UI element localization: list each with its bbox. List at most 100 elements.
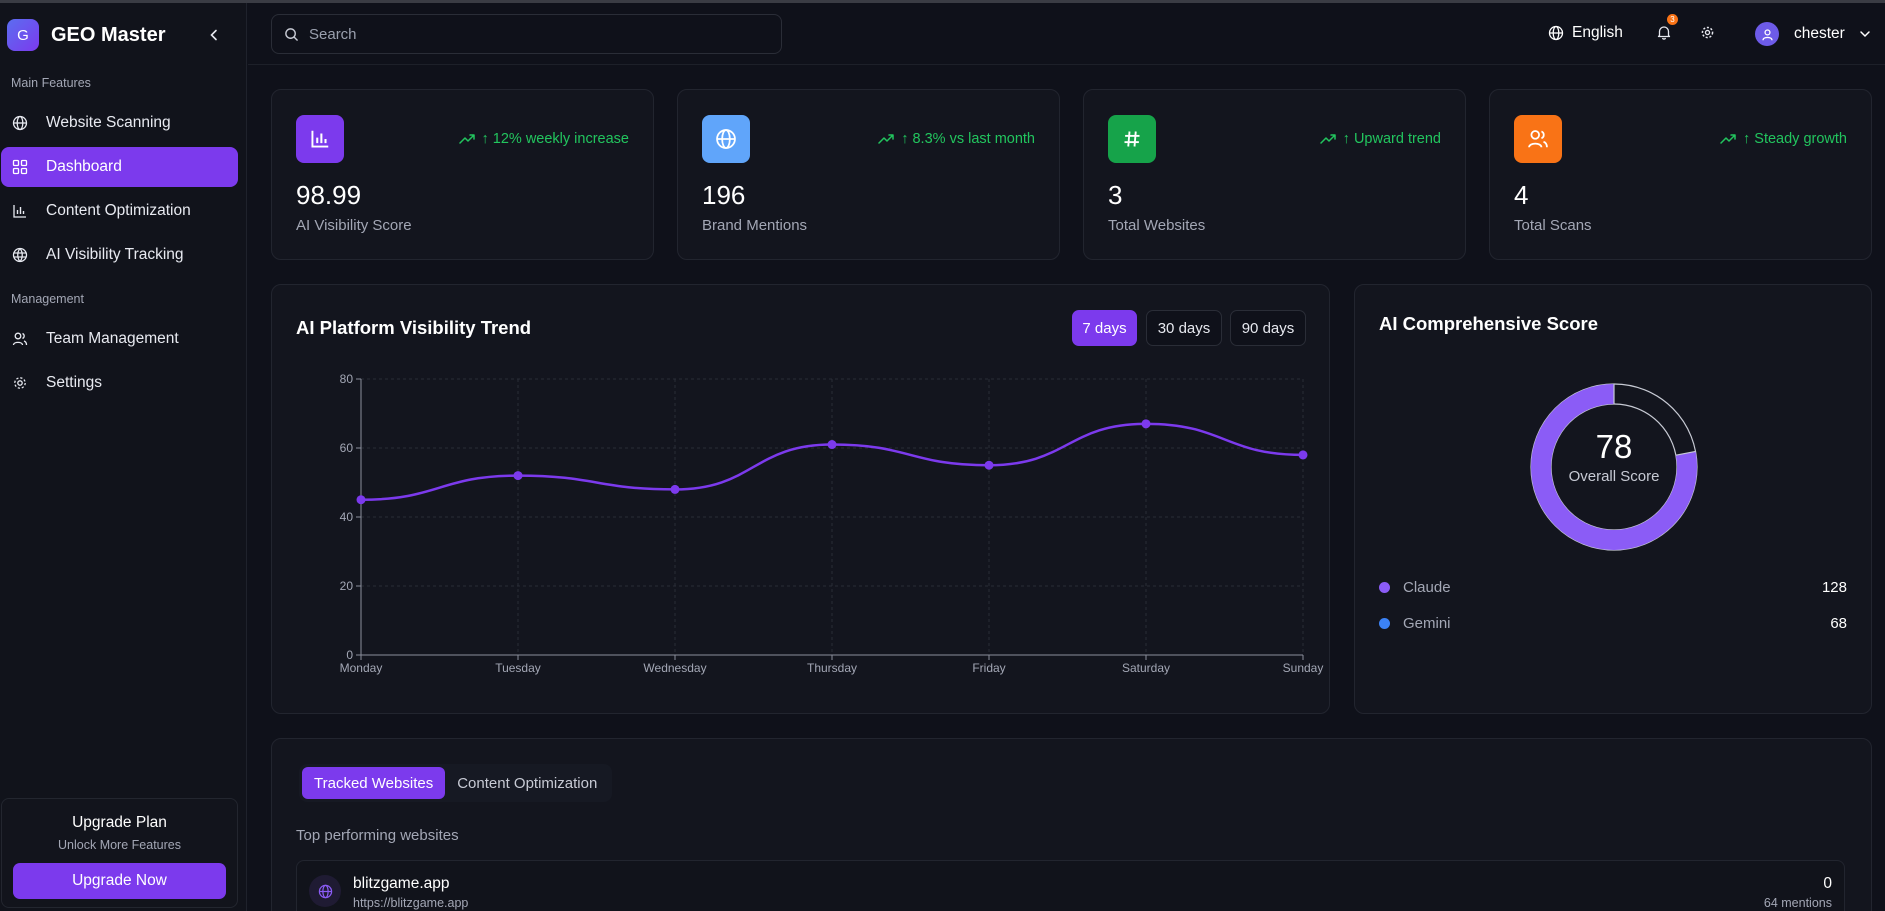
user-menu[interactable]: chester [1755, 22, 1871, 46]
collapse-sidebar-button[interactable] [204, 25, 224, 45]
x-tick-label: Friday [972, 661, 1005, 675]
legend-name: Gemini [1403, 615, 1451, 632]
sidebar-item-label: AI Visibility Tracking [46, 246, 184, 263]
brand-logo: G [7, 19, 39, 51]
globe-icon [318, 884, 332, 898]
site-url: https://blitzgame.app [353, 896, 469, 910]
upgrade-plan-panel: Upgrade Plan Unlock More Features Upgrad… [1, 798, 238, 908]
app-title: GEO Master [51, 23, 166, 46]
list-item[interactable]: blitzgame.app https://blitzgame.app 0 64… [296, 860, 1845, 911]
trending-up-icon [1319, 134, 1336, 144]
x-tick-label: Tuesday [495, 661, 541, 675]
range-30-days-button[interactable]: 30 days [1146, 310, 1222, 346]
data-point [670, 484, 680, 494]
bell-icon [1657, 26, 1671, 40]
user-name: chester [1794, 25, 1845, 42]
data-point [827, 440, 837, 450]
tab-tracked-websites[interactable]: Tracked Websites [302, 767, 446, 799]
tab-content-optimization[interactable]: Content Optimization [457, 774, 598, 792]
window-top-border [0, 0, 1885, 3]
stat-value: 3 [1108, 180, 1123, 210]
language-label: English [1572, 24, 1623, 41]
legend-value: 128 [1821, 579, 1847, 596]
nav-section-management: Management [11, 292, 84, 306]
range-7-days-button[interactable]: 7 days [1072, 310, 1137, 346]
gear-icon [14, 377, 26, 389]
globe-grid-icon [12, 247, 28, 263]
sidebar-item-settings[interactable]: Settings [1, 363, 238, 403]
legend-dot [1379, 618, 1390, 629]
legend-item-gemini: Gemini 68 [1379, 615, 1847, 632]
stat-label: AI Visibility Score [296, 217, 412, 234]
stat-trend-text: ↑ 12% weekly increase [481, 131, 630, 147]
stat-card-total-scans: ↑ Steady growth 4 Total Scans [1489, 89, 1872, 260]
users-icon [1528, 130, 1548, 148]
stat-trend: ↑ 12% weekly increase [458, 131, 630, 147]
stat-trend: ↑ Upward trend [1319, 131, 1441, 147]
upgrade-now-button[interactable]: Upgrade Now [13, 863, 226, 899]
stat-trend-text: ↑ Steady growth [1743, 131, 1847, 147]
trending-up-icon [458, 134, 475, 144]
stat-card-ai-visibility-score: ↑ 12% weekly increase 98.99 AI Visibilit… [271, 89, 654, 260]
gear-icon [1701, 26, 1714, 39]
stat-icon-box [1108, 115, 1156, 163]
user-icon [1761, 28, 1773, 40]
donut-separator [1675, 450, 1696, 456]
settings-button[interactable] [1700, 25, 1715, 40]
line-chart: 0 20 40 60 80 Monday Tuesday Wednesday Thursday F… [340, 372, 1324, 675]
sidebar-item-team-management[interactable]: Team Management [1, 319, 238, 359]
stat-card-total-websites: ↑ Upward trend 3 Total Websites [1083, 89, 1466, 260]
sidebar-item-ai-visibility-tracking[interactable]: AI Visibility Tracking [1, 235, 238, 275]
data-point [513, 471, 523, 481]
trending-up-icon [878, 134, 894, 144]
legend-item-claude: Claude 128 [1379, 579, 1847, 596]
stat-trend: ↑ 8.3% vs last month [878, 131, 1035, 147]
x-tick-label: Sunday [1283, 661, 1324, 675]
sidebar-item-dashboard[interactable]: Dashboard [1, 147, 238, 187]
chevron-left-icon [210, 29, 217, 41]
visibility-trend-card: AI Platform Visibility Trend 7 days 30 d… [271, 284, 1330, 714]
stat-trend-text: ↑ 8.3% vs last month [901, 131, 1035, 147]
stat-label: Brand Mentions [702, 217, 808, 234]
upgrade-title: Upgrade Plan [72, 814, 167, 831]
sidebar-item-website-scanning[interactable]: Website Scanning [1, 103, 238, 143]
sidebar-item-label: Content Optimization [46, 202, 191, 219]
sidebar-item-label: Website Scanning [46, 114, 171, 131]
top-header: English 3 chester [248, 3, 1885, 65]
site-icon-box [309, 875, 341, 907]
range-90-days-button[interactable]: 90 days [1230, 310, 1306, 346]
hash-icon [1124, 131, 1140, 147]
search-input[interactable] [309, 25, 749, 43]
websites-subtitle: Top performing websites [296, 827, 459, 844]
users-icon [12, 332, 28, 346]
trending-up-icon [1720, 134, 1736, 144]
stat-card-brand-mentions: ↑ 8.3% vs last month 196 Brand Mentions [677, 89, 1060, 260]
stat-label: Total Scans [1514, 217, 1592, 234]
stat-value: 98.99 [296, 180, 362, 210]
stat-value: 4 [1514, 180, 1529, 210]
stat-trend-text: ↑ Upward trend [1342, 131, 1441, 147]
notifications-button[interactable]: 3 [1656, 14, 1678, 40]
websites-card: Tracked Websites Content Optimization To… [271, 738, 1872, 911]
x-tick-label: Wednesday [643, 661, 706, 675]
sidebar-item-label: Team Management [46, 330, 179, 347]
score-value: 78 [1595, 428, 1633, 465]
x-tick-label: Thursday [807, 661, 857, 675]
score-donut-chart [1530, 383, 1698, 551]
sidebar-item-content-optimization[interactable]: Content Optimization [1, 191, 238, 231]
y-tick-label: 40 [340, 510, 354, 524]
sidebar-item-label: Settings [46, 374, 103, 391]
language-selector[interactable]: English [1548, 24, 1623, 42]
stat-trend: ↑ Steady growth [1720, 131, 1847, 147]
grid-icon [12, 159, 28, 175]
search-box[interactable] [271, 14, 782, 54]
stat-icon-box [702, 115, 750, 163]
donut-score-arc [1531, 384, 1697, 550]
site-mentions: 64 mentions [1763, 896, 1832, 910]
data-point [1141, 419, 1151, 429]
y-tick-label: 20 [340, 579, 354, 593]
websites-tabs: Tracked Websites Content Optimization [299, 764, 613, 802]
nav-section-main: Main Features [11, 76, 91, 90]
upgrade-subtitle: Unlock More Features [58, 838, 181, 852]
score-label: Overall Score [1568, 468, 1660, 485]
